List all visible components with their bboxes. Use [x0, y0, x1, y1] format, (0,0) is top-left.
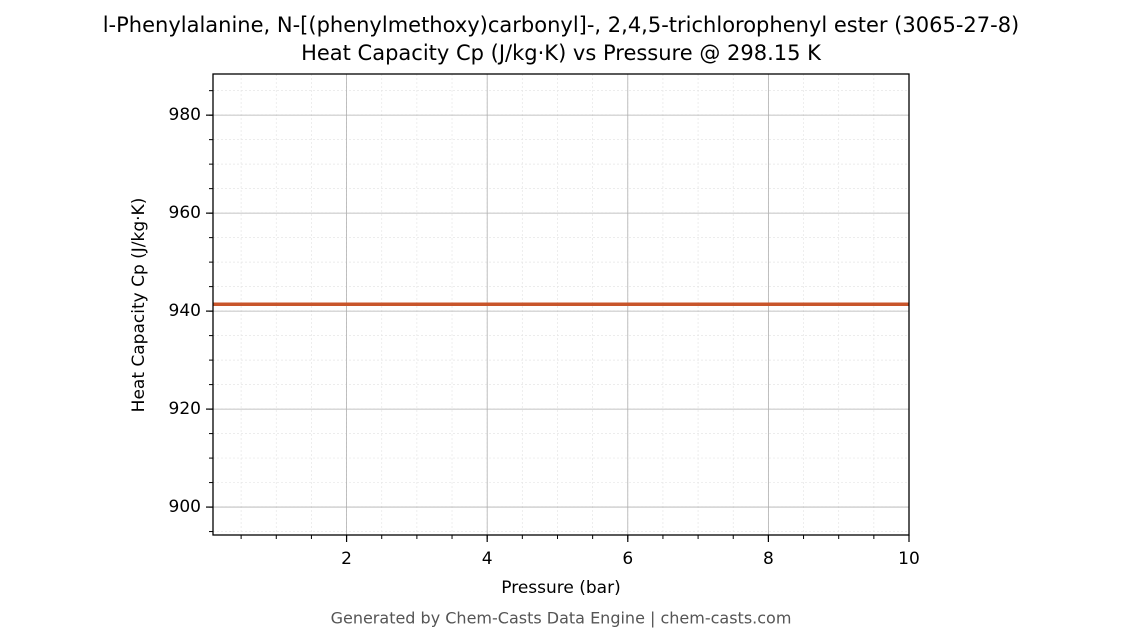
- x-tick-label: 2: [341, 549, 352, 569]
- x-tick-label: 4: [482, 549, 493, 569]
- y-axis-label: Heat Capacity Cp (J/kg·K): [129, 198, 149, 413]
- y-tick-label: 900: [169, 497, 201, 517]
- x-axis-label: Pressure (bar): [501, 578, 620, 598]
- y-tick-label: 920: [169, 399, 201, 419]
- y-tick-label: 980: [169, 105, 201, 125]
- chart-subtitle: Heat Capacity Cp (J/kg·K) vs Pressure @ …: [301, 41, 822, 65]
- chart-title: l-Phenylalanine, N-[(phenylmethoxy)carbo…: [103, 13, 1020, 37]
- y-tick-label: 940: [169, 301, 201, 321]
- footer: Generated by Chem-Casts Data Engine | ch…: [331, 609, 792, 628]
- x-tick-label: 6: [622, 549, 633, 569]
- x-tick-label: 8: [763, 549, 774, 569]
- plot-frame: [212, 73, 910, 536]
- x-tick-label: 10: [898, 549, 920, 569]
- y-tick-label: 960: [169, 203, 201, 223]
